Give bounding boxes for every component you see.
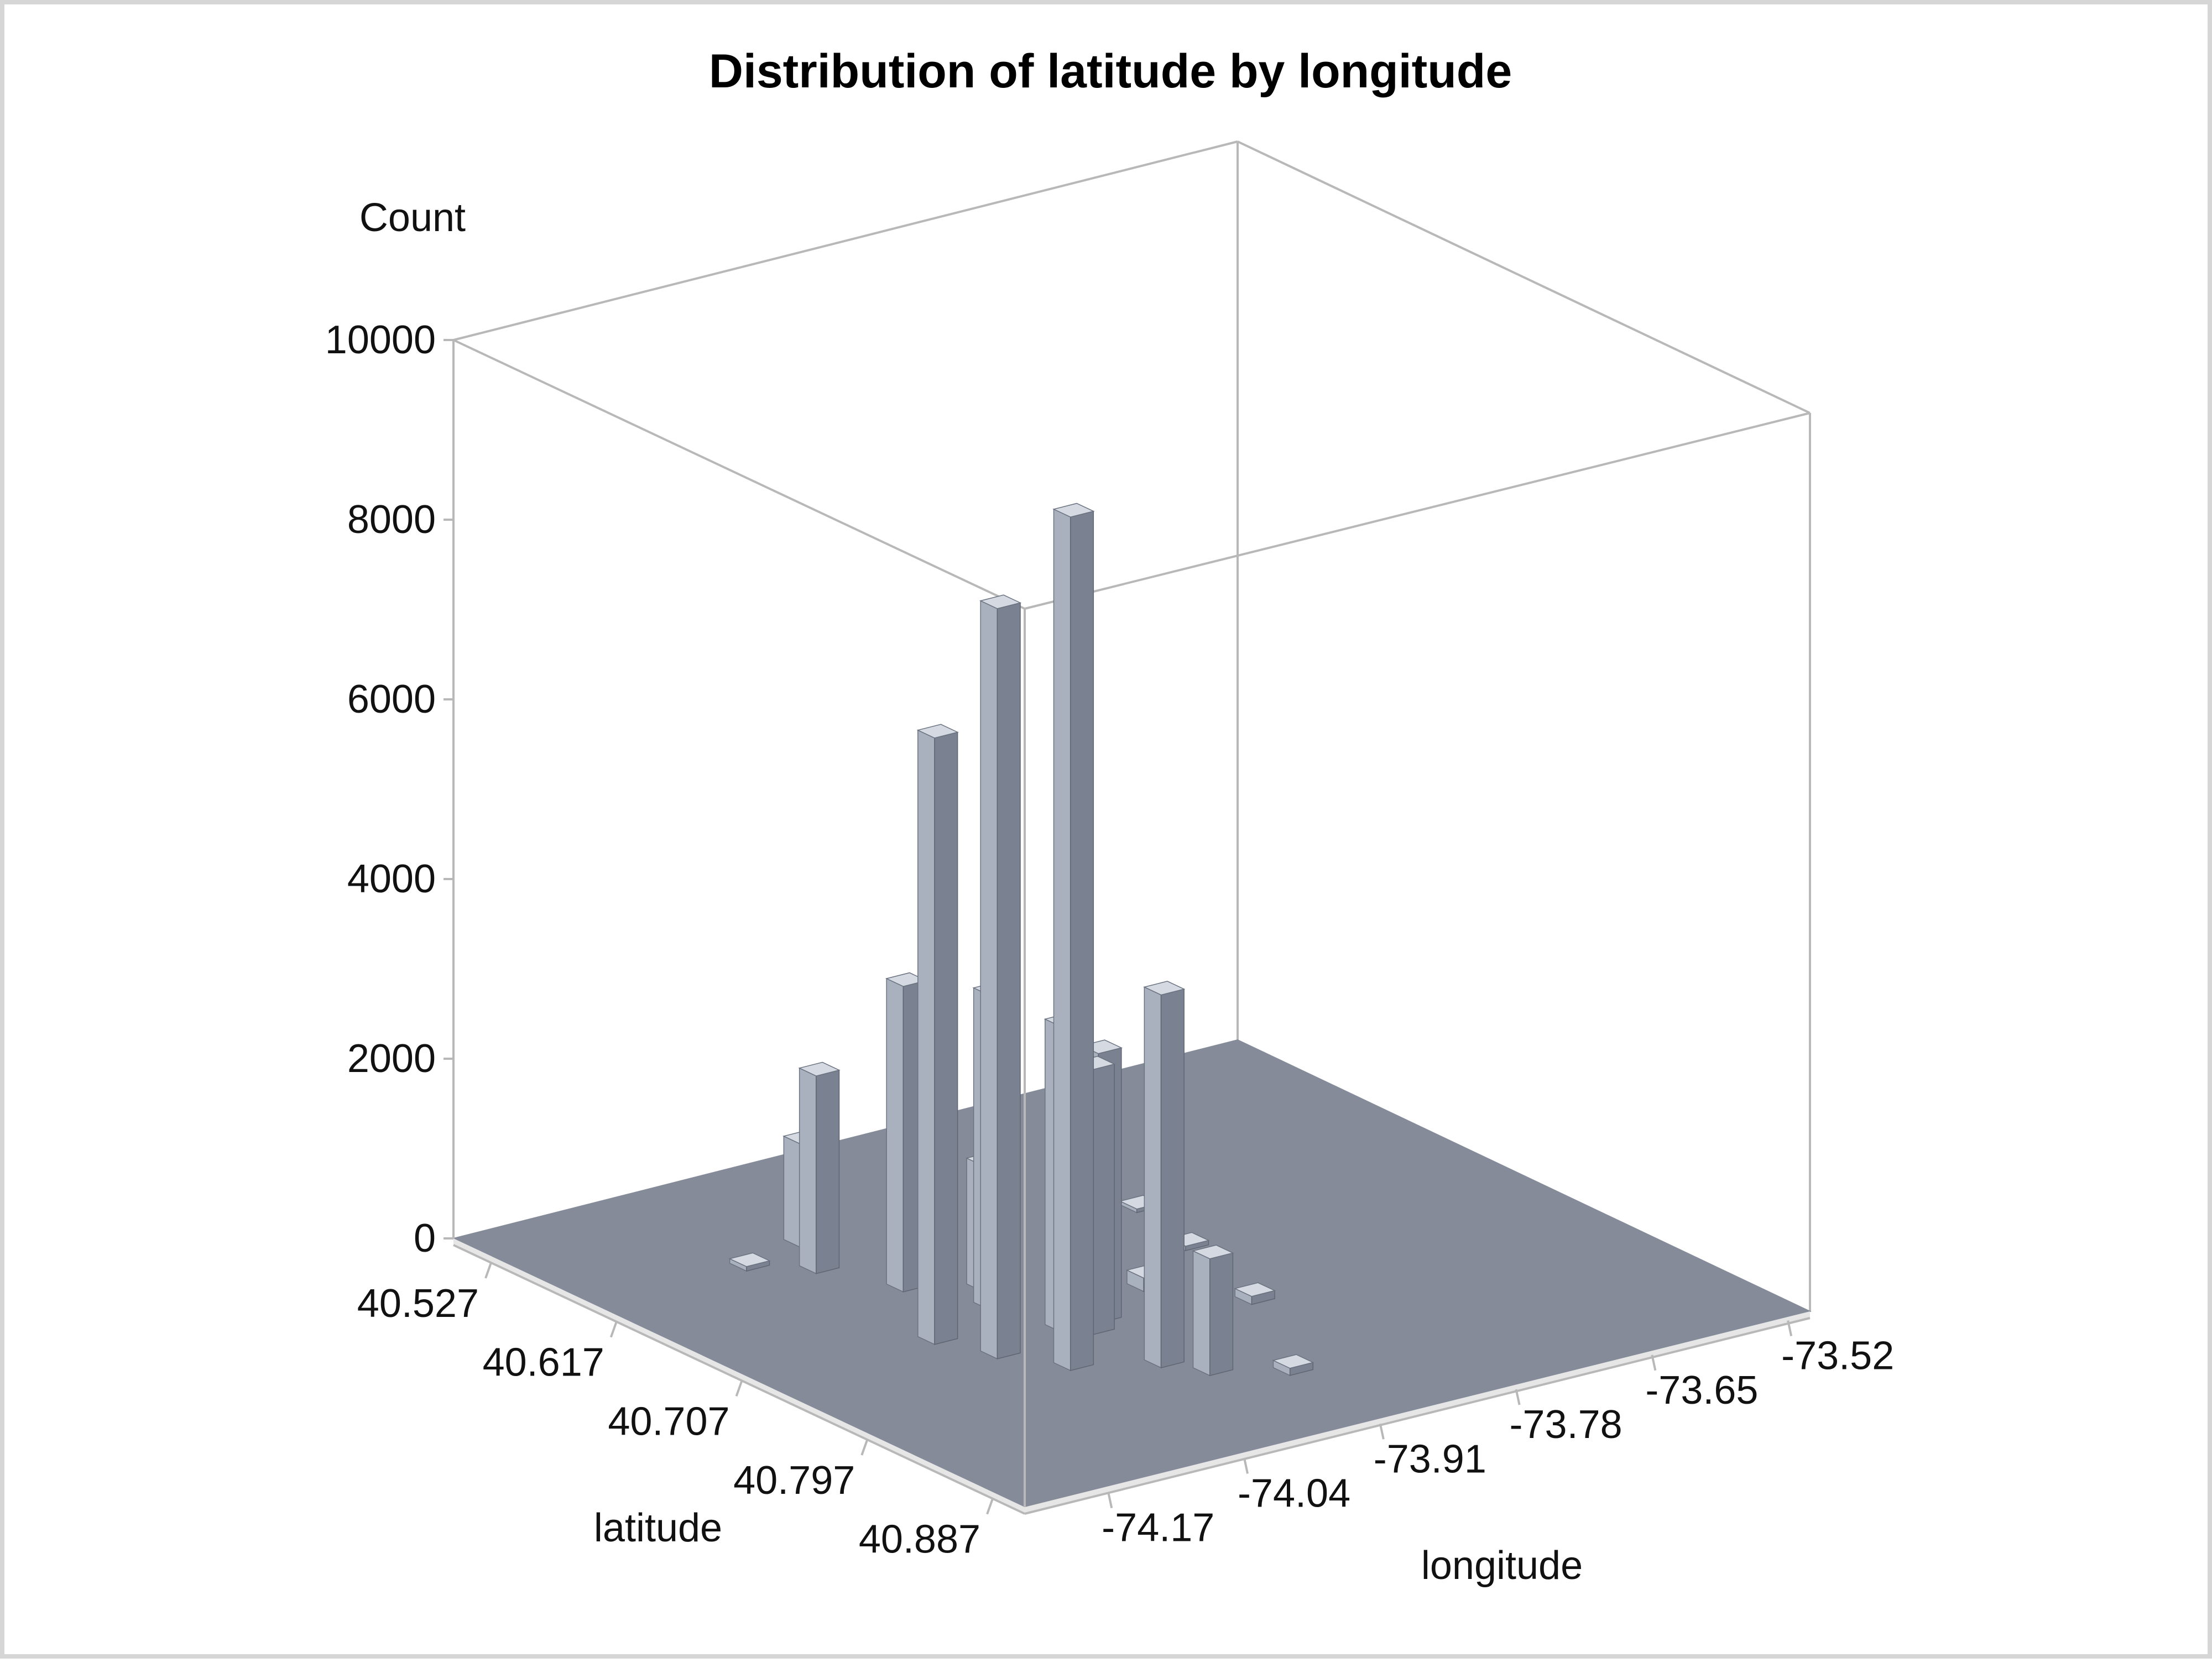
latitude-tick-label: 40.797 xyxy=(733,1458,855,1503)
z-tick-label: 6000 xyxy=(347,677,436,721)
bar xyxy=(1192,1244,1234,1377)
latitude-tick-mark xyxy=(986,1498,994,1515)
chart-title: Distribution of latitude by longitude xyxy=(709,45,1512,98)
latitude-tick-label: 40.617 xyxy=(483,1341,604,1385)
bar xyxy=(979,594,1022,1359)
latitude-tick-mark xyxy=(484,1262,492,1279)
bar-face-left xyxy=(980,600,998,1359)
bar xyxy=(916,724,959,1345)
bar-face-right xyxy=(1160,989,1185,1368)
bar-face-left xyxy=(1192,1250,1211,1377)
bar-top xyxy=(1143,981,1186,996)
z-tick-label: 8000 xyxy=(347,498,436,542)
bar-face-right xyxy=(934,731,958,1345)
longitude-tick-label: -73.78 xyxy=(1510,1403,1623,1447)
latitude-tick-mark xyxy=(735,1380,743,1397)
latitude-tick-label: 40.527 xyxy=(357,1282,479,1326)
z-tick-label: 10000 xyxy=(325,318,436,362)
longitude-tick-mark xyxy=(1107,1492,1113,1509)
latitude-axis-line xyxy=(453,1244,1025,1515)
bar xyxy=(1234,1282,1276,1305)
z-tick-label: 0 xyxy=(414,1216,436,1261)
axes-group: 0 2000 4000 6000 8000 10000 40.52740.61740.707… xyxy=(325,318,1894,1562)
longitude-tick-label: -74.04 xyxy=(1238,1471,1350,1515)
bars-group xyxy=(728,503,1314,1377)
bar xyxy=(1272,1354,1314,1377)
bar-face-left xyxy=(799,1067,817,1274)
chart-box-back xyxy=(452,140,1811,1311)
z-tick-label: 4000 xyxy=(347,857,436,901)
latitude-tick-mark xyxy=(860,1439,869,1456)
latitude-tick-label: 40.887 xyxy=(859,1518,980,1562)
bar-top xyxy=(1052,503,1095,518)
bar-face-right xyxy=(1209,1252,1234,1377)
bar-face-right xyxy=(1091,1063,1115,1336)
longitude-axis-label: longitude xyxy=(1421,1544,1583,1588)
box-edge xyxy=(453,339,1025,610)
bar-top xyxy=(1192,1244,1234,1259)
z-axis-label: Count xyxy=(359,196,466,240)
floor-edge-right xyxy=(1025,1311,1810,1514)
bar-face-right xyxy=(816,1069,840,1274)
bar-face-right xyxy=(1070,510,1094,1371)
longitude-tick-label: -74.17 xyxy=(1102,1506,1214,1550)
floor-edge-left xyxy=(453,1238,1025,1514)
longitude-tick-label: -73.52 xyxy=(1781,1334,1894,1378)
bar-face-left xyxy=(783,1135,801,1248)
bar-top xyxy=(728,1252,771,1267)
bar xyxy=(728,1252,771,1272)
longitude-tick-label: -73.91 xyxy=(1374,1437,1486,1481)
latitude-tick-label: 40.707 xyxy=(608,1399,729,1444)
box-edge xyxy=(1237,140,1811,414)
3d-histogram-chart: 0 2000 4000 6000 8000 10000 40.52740.61740.707… xyxy=(325,45,1894,1588)
bar-top xyxy=(916,724,959,739)
bar-face-left xyxy=(1144,986,1162,1369)
bar-face-right xyxy=(997,602,1021,1359)
bar-top xyxy=(1234,1282,1276,1297)
box-edge xyxy=(1024,412,1811,610)
bar-face-left xyxy=(917,729,935,1345)
longitude-axis-line xyxy=(1024,1317,1811,1515)
bar-face-left xyxy=(1053,508,1071,1372)
longitude-tick-mark xyxy=(1379,1423,1385,1440)
latitude-axis-label: latitude xyxy=(594,1506,722,1550)
longitude-tick-label: -73.65 xyxy=(1645,1368,1758,1413)
bar-top xyxy=(798,1061,841,1076)
z-tick-label: 2000 xyxy=(347,1037,436,1081)
latitude-tick-mark xyxy=(609,1321,618,1338)
bar xyxy=(1143,981,1186,1369)
bar-top xyxy=(1272,1354,1314,1369)
bar xyxy=(798,1061,841,1274)
box-edge xyxy=(453,140,1238,341)
bar-top xyxy=(979,594,1022,609)
bar xyxy=(1052,503,1095,1372)
bar-face-left xyxy=(886,977,904,1293)
longitude-tick-mark xyxy=(1243,1458,1249,1474)
